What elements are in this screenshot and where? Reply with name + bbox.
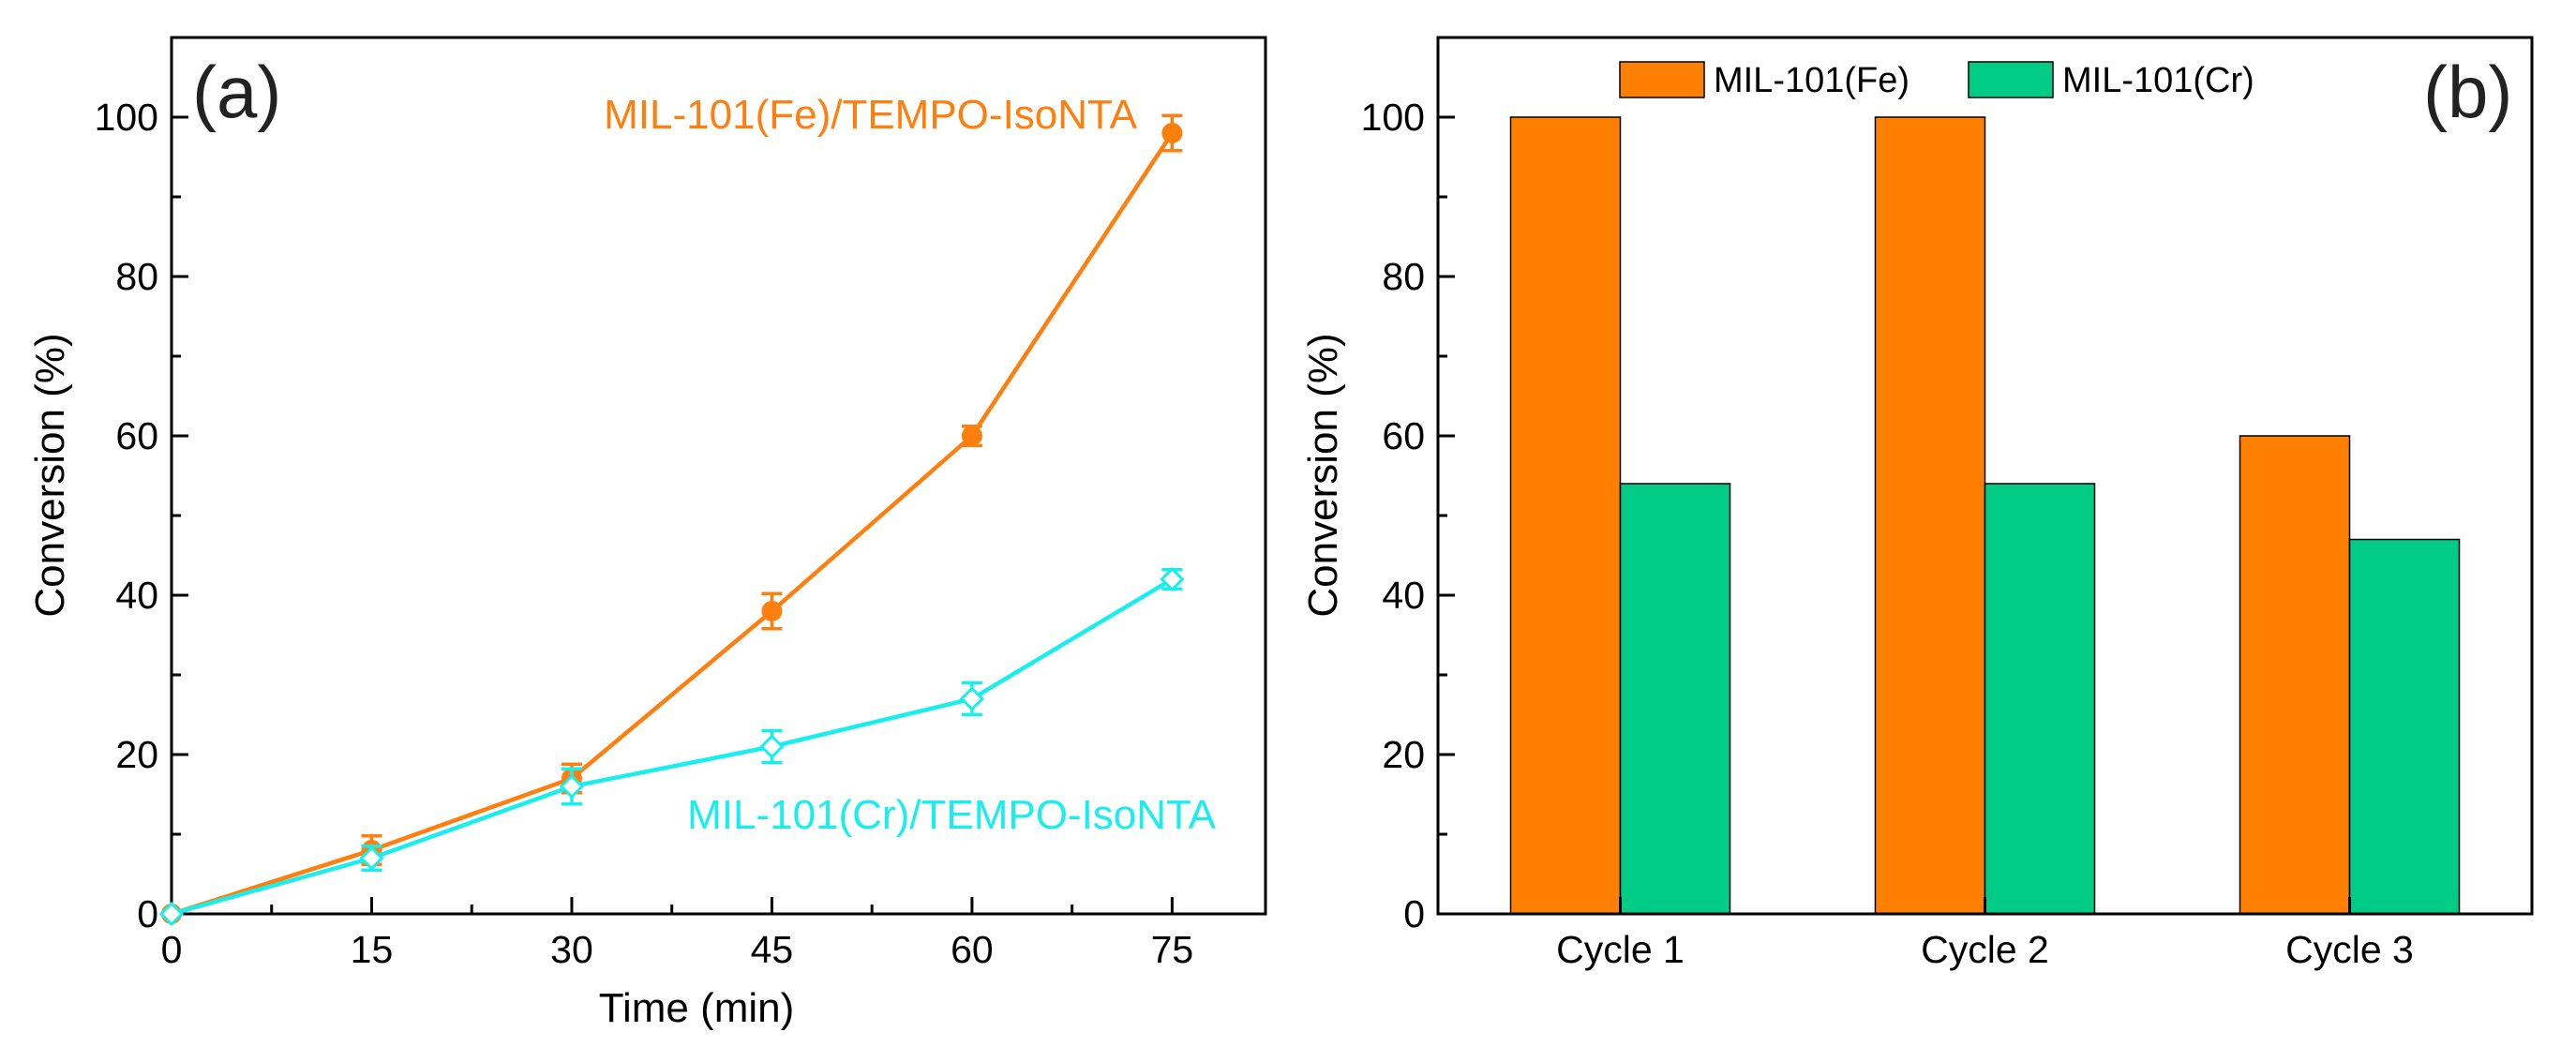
bar-cr-cycle-2 (1984, 483, 2096, 915)
series-line-fe (171, 131, 1175, 917)
category-label: Cycle 2 (1921, 928, 2049, 971)
y-tick-label: 80 (1382, 255, 1425, 298)
y-tick-label: 60 (1382, 414, 1425, 457)
panel-b-y-axis-title: Conversion (%) (1300, 333, 1346, 617)
y-tick-label: 20 (115, 733, 158, 776)
category-label: Cycle 1 (1556, 928, 1685, 971)
bar-cr-cycle-3 (2348, 538, 2461, 915)
data-point-cr (559, 773, 585, 800)
panel-a-y-axis-title: Conversion (%) (27, 333, 73, 617)
legend-label-cr: MIL-101(Cr) (2062, 61, 2254, 100)
series-label-fe: MIL-101(Fe)/TEMPO-IsoNTA (604, 92, 1137, 138)
data-point-cr (359, 845, 384, 871)
data-point-fe (761, 601, 783, 621)
data-point-cr (959, 686, 985, 711)
y-tick-label: 0 (137, 892, 158, 935)
series-label-cr: MIL-101(Cr)/TEMPO-IsoNTA (687, 792, 1217, 838)
x-tick-label: 30 (550, 928, 593, 971)
bar-cr-cycle-1 (1619, 483, 1731, 915)
panel-a-label: (a) (192, 51, 281, 133)
panel-b-bar-chart: Cycle 1 Cycle 2 Cycle 3 0 20 40 60 80 100 MIL-10… (1300, 36, 2534, 971)
data-point-cr (1160, 566, 1185, 592)
x-tick-label: 60 (951, 928, 994, 971)
panel-a-line-chart: 0 20 40 60 80 100 0 15 30 45 60 75 (a) MIL-101(Fe)… (27, 36, 1267, 1031)
bar-fe-cycle-2 (1874, 116, 1986, 915)
data-point-cr (759, 734, 785, 759)
series-line-cr (171, 577, 1174, 917)
x-tick-label: 0 (161, 928, 183, 971)
panel-a-plot-frame (170, 36, 1267, 916)
y-tick-label: 0 (1403, 892, 1425, 935)
panel-b-label: (b) (2423, 51, 2512, 133)
y-tick-label: 80 (115, 255, 158, 298)
y-tick-label: 20 (1382, 733, 1425, 776)
panel-a-x-axis-title: Time (min) (599, 985, 795, 1031)
category-label: Cycle 3 (2285, 928, 2414, 971)
y-tick-label: 40 (1382, 574, 1425, 617)
bar-fe-cycle-3 (2239, 435, 2351, 915)
legend-swatch-fe (1619, 61, 1705, 98)
x-tick-label: 45 (751, 928, 794, 971)
data-point-fe (1161, 123, 1183, 143)
y-tick-label: 60 (115, 414, 158, 457)
bar-fe-cycle-1 (1509, 116, 1622, 915)
panel-b-legend: MIL-101(Fe) MIL-101(Cr) (1619, 61, 2254, 100)
x-tick-label: 15 (351, 928, 394, 971)
data-point-fe (961, 426, 982, 446)
x-tick-label: 75 (1151, 928, 1194, 971)
legend-swatch-cr (1968, 61, 2054, 98)
legend-label-fe: MIL-101(Fe) (1714, 61, 1910, 100)
y-tick-label: 100 (95, 96, 158, 139)
data-point-cr (158, 901, 185, 927)
y-tick-label: 100 (1361, 96, 1425, 139)
y-tick-label: 40 (115, 574, 158, 617)
